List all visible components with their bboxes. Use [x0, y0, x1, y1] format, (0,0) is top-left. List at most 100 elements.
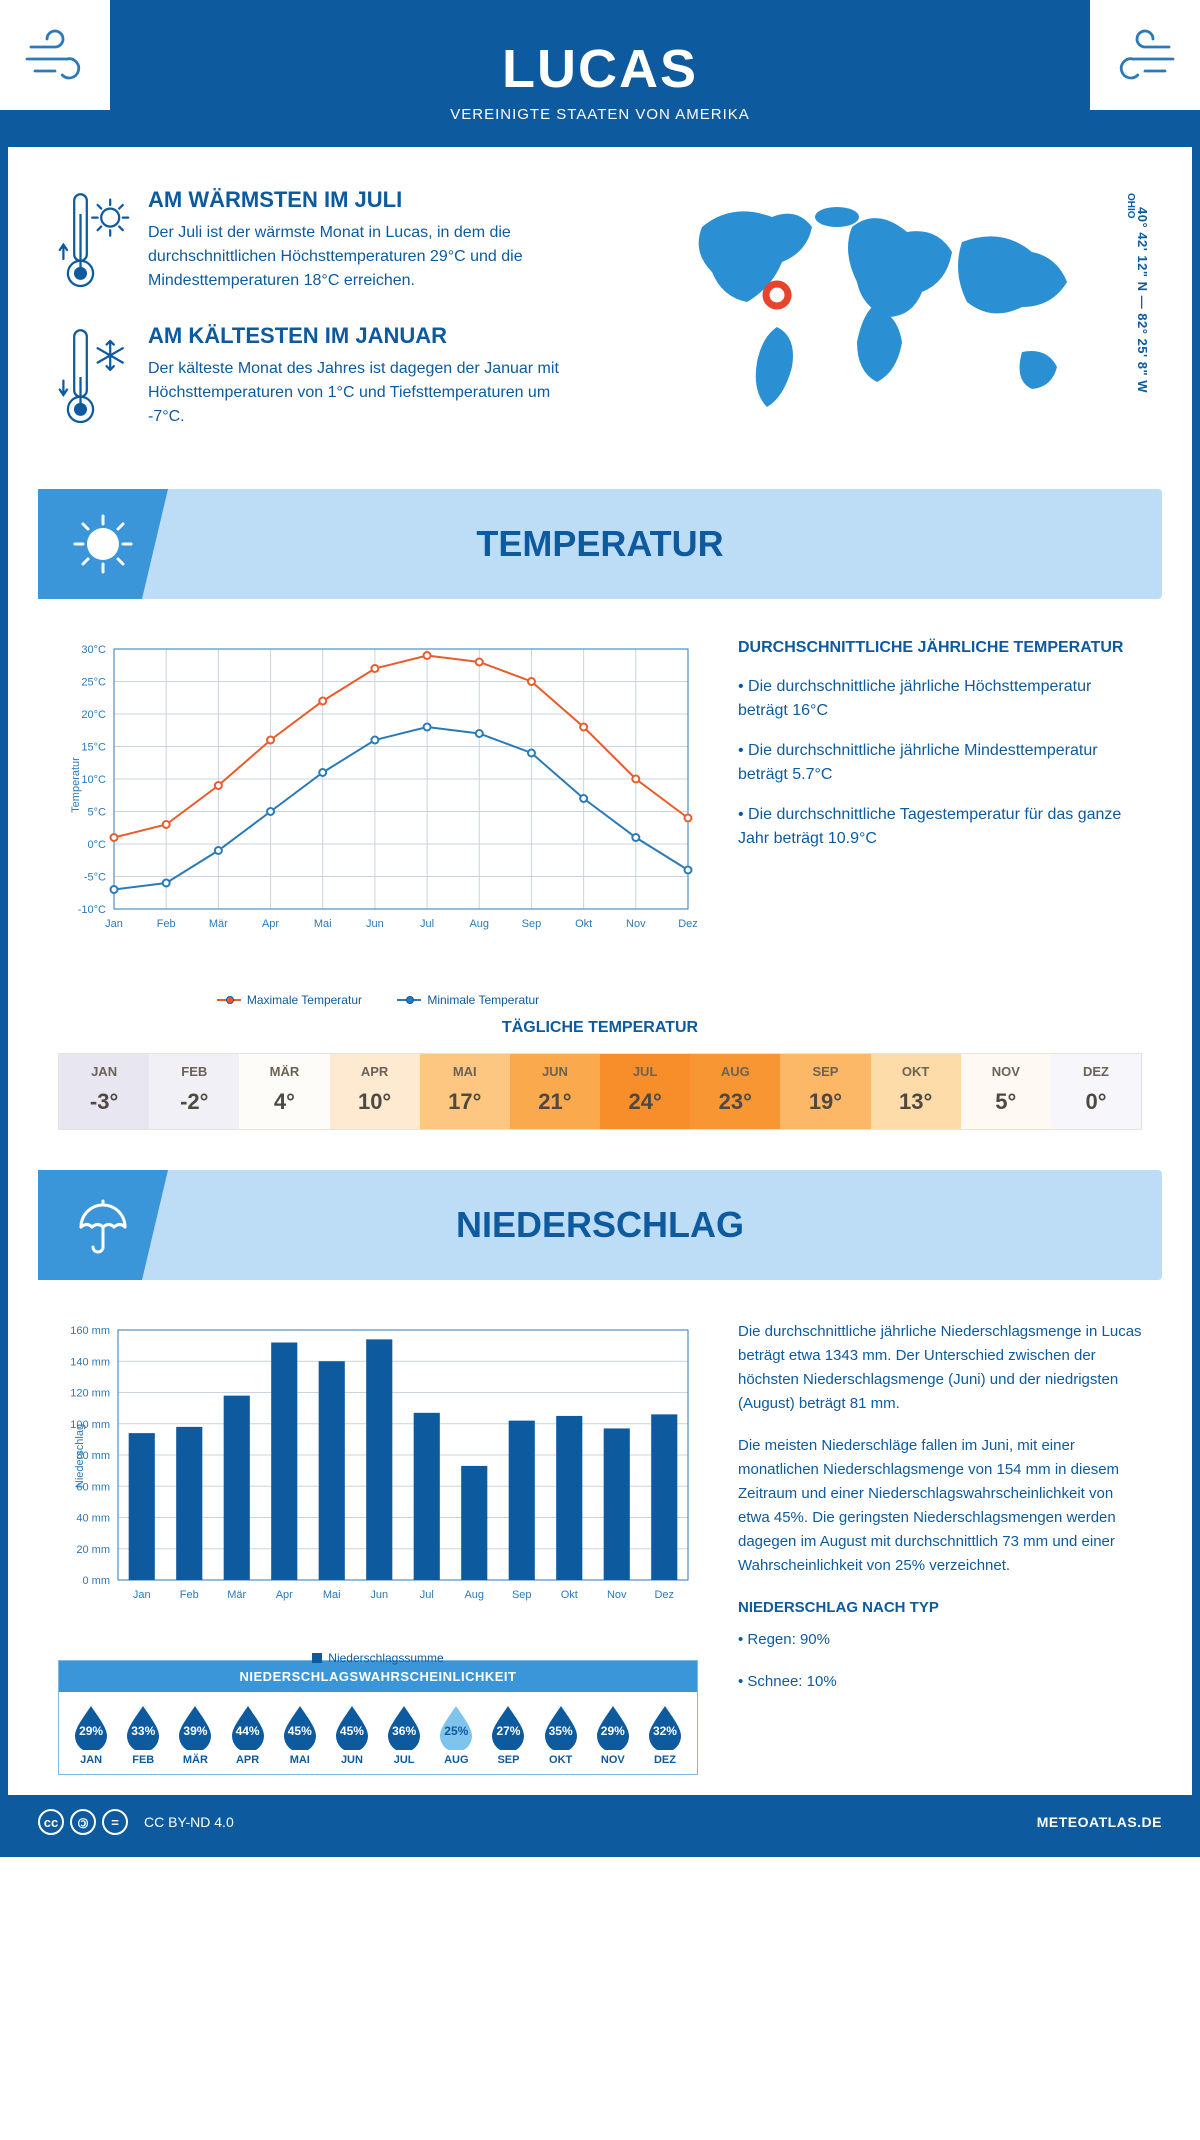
svg-text:Feb: Feb — [180, 1589, 199, 1601]
svg-text:Sep: Sep — [512, 1589, 532, 1601]
svg-text:Jul: Jul — [420, 918, 434, 930]
temperature-summary: DURCHSCHNITTLICHE JÄHRLICHE TEMPERATUR •… — [738, 639, 1142, 979]
warmest-block: AM WÄRMSTEN IM JULI Der Juli ist der wär… — [58, 187, 632, 295]
svg-text:-10°C: -10°C — [78, 904, 106, 916]
svg-text:5°C: 5°C — [88, 807, 107, 819]
license-label: CC BY-ND 4.0 — [144, 1814, 234, 1830]
svg-text:Feb: Feb — [157, 918, 176, 930]
temperature-banner: TEMPERATUR — [38, 489, 1162, 599]
thermometer-cold-icon — [58, 323, 130, 431]
svg-text:30°C: 30°C — [81, 644, 106, 656]
daily-temp-cell: NOV5° — [961, 1054, 1051, 1129]
daily-temp-cell: JAN-3° — [59, 1054, 149, 1129]
probability-cell: 25%AUG — [430, 1702, 482, 1766]
svg-text:Nov: Nov — [626, 918, 646, 930]
probability-cell: 35%OKT — [535, 1702, 587, 1766]
sun-icon — [38, 489, 168, 599]
precipitation-summary: Die durchschnittliche jährliche Niedersc… — [738, 1320, 1142, 1775]
temp-legend: Maximale Temperatur Minimale Temperatur — [58, 990, 698, 1007]
daily-temp-cell: FEB-2° — [149, 1054, 239, 1129]
precipitation-banner: NIEDERSCHLAG — [38, 1170, 1162, 1280]
svg-text:140 mm: 140 mm — [70, 1356, 110, 1368]
temperature-heading: TEMPERATUR — [476, 523, 723, 565]
svg-text:40 mm: 40 mm — [76, 1513, 110, 1525]
svg-text:Dez: Dez — [654, 1589, 674, 1601]
world-map: OHIO 40° 42' 12" N — 82° 25' 8" W — [662, 187, 1142, 459]
wind-icon — [1090, 0, 1200, 110]
daily-temp-cell: APR10° — [330, 1054, 420, 1129]
daily-temp-cell: MÄR4° — [239, 1054, 329, 1129]
cc-license-icons: cc🄯= CC BY-ND 4.0 — [38, 1809, 234, 1835]
probability-cell: 27%SEP — [482, 1702, 534, 1766]
probability-cell: 44%APR — [222, 1702, 274, 1766]
thermometer-hot-icon — [58, 187, 130, 295]
svg-text:15°C: 15°C — [81, 742, 106, 754]
coldest-block: AM KÄLTESTEN IM JANUAR Der kälteste Mona… — [58, 323, 632, 431]
location-title: LUCAS — [28, 38, 1172, 100]
daily-temp-cell: JUN21° — [510, 1054, 600, 1129]
intro-section: AM WÄRMSTEN IM JULI Der Juli ist der wär… — [8, 147, 1192, 489]
svg-text:20°C: 20°C — [81, 709, 106, 721]
precip-text-1: Die durchschnittliche jährliche Niedersc… — [738, 1320, 1142, 1416]
warmest-heading: AM WÄRMSTEN IM JULI — [148, 187, 568, 213]
precipitation-bar-chart: Niederschlag 0 mm20 mm40 mm60 mm80 mm100… — [58, 1320, 698, 1640]
coordinates-label: 40° 42' 12" N — 82° 25' 8" W — [1135, 207, 1150, 393]
svg-text:Dez: Dez — [678, 918, 698, 930]
daily-temp-cell: DEZ0° — [1051, 1054, 1141, 1129]
svg-text:Mai: Mai — [323, 1589, 341, 1601]
coldest-heading: AM KÄLTESTEN IM JANUAR — [148, 323, 568, 349]
daily-temp-cell: OKT13° — [871, 1054, 961, 1129]
svg-text:Apr: Apr — [276, 1589, 293, 1601]
warmest-text: Der Juli ist der wärmste Monat in Lucas,… — [148, 221, 568, 293]
daily-temp-cell: JUL24° — [600, 1054, 690, 1129]
svg-text:Aug: Aug — [464, 1589, 484, 1601]
probability-cell: 36%JUL — [378, 1702, 430, 1766]
svg-text:Jul: Jul — [420, 1589, 434, 1601]
svg-text:Jan: Jan — [133, 1589, 151, 1601]
header: LUCAS VEREINIGTE STAATEN VON AMERIKA — [8, 8, 1192, 147]
svg-text:Jan: Jan — [105, 918, 123, 930]
daily-temp-cell: AUG23° — [690, 1054, 780, 1129]
daily-temp-cell: SEP19° — [780, 1054, 870, 1129]
probability-cell: 45%MAI — [274, 1702, 326, 1766]
svg-text:Jun: Jun — [366, 918, 384, 930]
svg-text:25°C: 25°C — [81, 677, 106, 689]
svg-text:Okt: Okt — [561, 1589, 578, 1601]
svg-text:0 mm: 0 mm — [83, 1575, 111, 1587]
probability-cell: 32%DEZ — [639, 1702, 691, 1766]
precip-legend: Niederschlagssumme — [58, 1651, 698, 1666]
svg-text:Nov: Nov — [607, 1589, 627, 1601]
precipitation-heading: NIEDERSCHLAG — [456, 1204, 744, 1246]
precip-type-heading: NIEDERSCHLAG NACH TYP — [738, 1596, 1142, 1620]
probability-cell: 39%MÄR — [169, 1702, 221, 1766]
svg-text:10°C: 10°C — [81, 774, 106, 786]
precip-ylabel: Niederschlag — [74, 1424, 86, 1488]
svg-text:Aug: Aug — [469, 918, 489, 930]
daily-temp-cell: MAI17° — [420, 1054, 510, 1129]
temp-summary-heading: DURCHSCHNITTLICHE JÄHRLICHE TEMPERATUR — [738, 639, 1142, 657]
probability-box: NIEDERSCHLAGSWAHRSCHEINLICHKEIT 29%JAN33… — [58, 1660, 698, 1775]
daily-temp-heading: TÄGLICHE TEMPERATUR — [8, 1019, 1192, 1037]
probability-cell: 29%JAN — [65, 1702, 117, 1766]
probability-cell: 29%NOV — [587, 1702, 639, 1766]
coldest-text: Der kälteste Monat des Jahres ist dagege… — [148, 357, 568, 429]
infographic-page: LUCAS VEREINIGTE STAATEN VON AMERIKA AM … — [0, 0, 1200, 1857]
svg-text:Mär: Mär — [227, 1589, 246, 1601]
svg-text:160 mm: 160 mm — [70, 1325, 110, 1337]
svg-text:Jun: Jun — [370, 1589, 388, 1601]
svg-text:20 mm: 20 mm — [76, 1544, 110, 1556]
svg-text:120 mm: 120 mm — [70, 1388, 110, 1400]
svg-text:Okt: Okt — [575, 918, 592, 930]
svg-text:Apr: Apr — [262, 918, 279, 930]
probability-cell: 33%FEB — [117, 1702, 169, 1766]
umbrella-icon — [38, 1170, 168, 1280]
svg-text:Mär: Mär — [209, 918, 228, 930]
location-subtitle: VEREINIGTE STAATEN VON AMERIKA — [28, 106, 1172, 123]
daily-temperature-strip: JAN-3°FEB-2°MÄR4°APR10°MAI17°JUN21°JUL24… — [58, 1053, 1142, 1130]
svg-text:Sep: Sep — [522, 918, 542, 930]
precip-text-2: Die meisten Niederschläge fallen im Juni… — [738, 1434, 1142, 1578]
footer: cc🄯= CC BY-ND 4.0 METEOATLAS.DE — [8, 1795, 1192, 1849]
svg-text:Mai: Mai — [314, 918, 332, 930]
temp-ylabel: Temperatur — [70, 757, 82, 813]
svg-text:-5°C: -5°C — [84, 872, 106, 884]
